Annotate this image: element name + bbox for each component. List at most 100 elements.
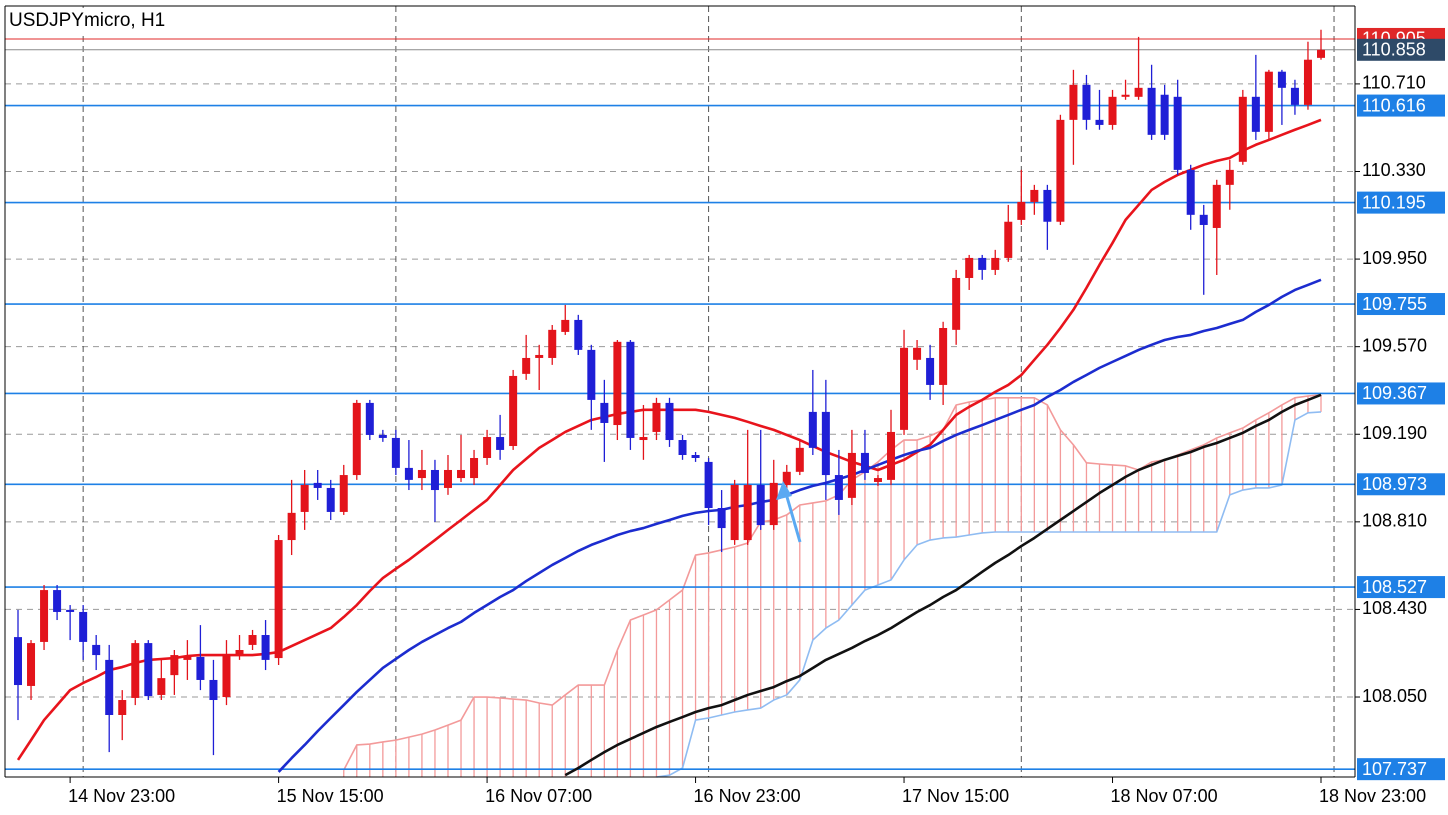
arrow-head — [776, 481, 792, 500]
annotation-layer — [776, 481, 802, 543]
candle-body — [691, 455, 700, 458]
y-tick-label: 110.710 — [1362, 73, 1426, 93]
candle-body — [483, 437, 492, 458]
candle-body — [261, 635, 270, 660]
candle-body — [1277, 71, 1286, 88]
y-tick-label: 109.570 — [1362, 335, 1427, 355]
candle-body — [952, 277, 961, 330]
candle-body — [860, 452, 869, 473]
candle-body — [274, 540, 283, 659]
candle-body — [1030, 189, 1039, 202]
level-label: 108.527 — [1362, 577, 1427, 597]
chart-title: USDJPYmicro, H1 — [9, 10, 165, 31]
level-layer — [5, 38, 1355, 770]
candle-body — [913, 347, 922, 360]
y-tick-label: 109.950 — [1362, 248, 1427, 268]
candle-body — [704, 461, 713, 509]
candle-body — [991, 257, 1000, 270]
candle-body — [808, 411, 817, 448]
y-tick-label: 109.190 — [1362, 423, 1427, 443]
candle-body — [639, 437, 648, 441]
candle-body — [1108, 96, 1117, 125]
candle-body — [430, 469, 439, 491]
moving-average — [277, 278, 1322, 773]
cloud-span-a — [343, 394, 1322, 771]
candle-body — [470, 457, 479, 479]
candle-body — [926, 357, 935, 385]
candle-body — [1043, 189, 1052, 222]
level-box — [1357, 576, 1445, 599]
candle-body — [522, 357, 531, 374]
candle-body — [1134, 87, 1143, 97]
candle-body — [535, 354, 544, 358]
candle-body — [652, 402, 661, 432]
candle-body — [939, 327, 948, 385]
y-tick-label: 108.050 — [1362, 686, 1427, 706]
candle-body — [795, 447, 804, 472]
candle-body — [339, 475, 348, 512]
candle-body — [105, 659, 114, 715]
level-box — [1357, 94, 1445, 117]
candle-body — [496, 437, 505, 450]
candle-body — [561, 319, 570, 332]
frame-layer — [4, 5, 1356, 778]
candle-body — [170, 655, 179, 676]
candle-body — [756, 484, 765, 526]
candle-body — [27, 643, 36, 686]
level-box — [1357, 473, 1445, 496]
candle-body — [1069, 84, 1078, 120]
title-background — [6, 8, 186, 34]
candle-body — [574, 319, 583, 350]
candle-body — [1186, 169, 1195, 215]
candle-body — [887, 431, 896, 480]
level-label: 108.973 — [1362, 474, 1427, 494]
candle-body — [1095, 119, 1104, 125]
candle-body — [404, 467, 413, 480]
candle-body — [1264, 71, 1273, 132]
x-tick-label: 15 Nov 15:00 — [277, 786, 384, 806]
bid-box — [1357, 38, 1445, 61]
level-box — [1357, 382, 1445, 405]
candle-body — [548, 329, 557, 358]
level-box — [1357, 758, 1445, 781]
candle-body — [313, 482, 322, 488]
candle-body — [834, 475, 843, 500]
candle-body — [365, 402, 374, 435]
candle-body — [1121, 94, 1130, 97]
candle-body — [196, 656, 205, 680]
candle-body — [1303, 59, 1312, 105]
candle-body — [391, 437, 400, 468]
candle-body — [457, 469, 466, 479]
candle-layer — [14, 29, 1325, 756]
candle-body — [1160, 94, 1169, 135]
level-label: 109.367 — [1362, 383, 1427, 403]
candle-body — [1225, 169, 1234, 185]
candle-body — [847, 452, 856, 498]
candle-body — [352, 402, 361, 476]
x-tick-label: 18 Nov 23:00 — [1319, 786, 1426, 806]
level-label: 110.616 — [1362, 95, 1426, 115]
candle-body — [118, 700, 127, 715]
axis-layer: 110.710 110.330 109.950 109.570 109.190 108.8… — [68, 27, 1445, 806]
candle-body — [717, 508, 726, 529]
candle-body — [1017, 201, 1026, 220]
level-label: 107.737 — [1362, 759, 1427, 779]
candle-body — [743, 484, 752, 541]
candle-body — [965, 257, 974, 278]
candle-body — [1212, 184, 1221, 228]
x-tick-label: 14 Nov 23:00 — [68, 786, 175, 806]
level-label: 109.755 — [1362, 294, 1427, 314]
candle-body — [209, 679, 218, 701]
candle-body — [287, 512, 296, 541]
candle-body — [248, 635, 257, 645]
x-tick-label: 17 Nov 15:00 — [902, 786, 1009, 806]
bid-label: 110.858 — [1362, 40, 1426, 60]
level-box — [1357, 293, 1445, 316]
candle-body — [1004, 221, 1013, 258]
x-tick-label: 18 Nov 07:00 — [1111, 786, 1218, 806]
candle-body — [183, 656, 192, 660]
candle-body — [157, 678, 166, 695]
